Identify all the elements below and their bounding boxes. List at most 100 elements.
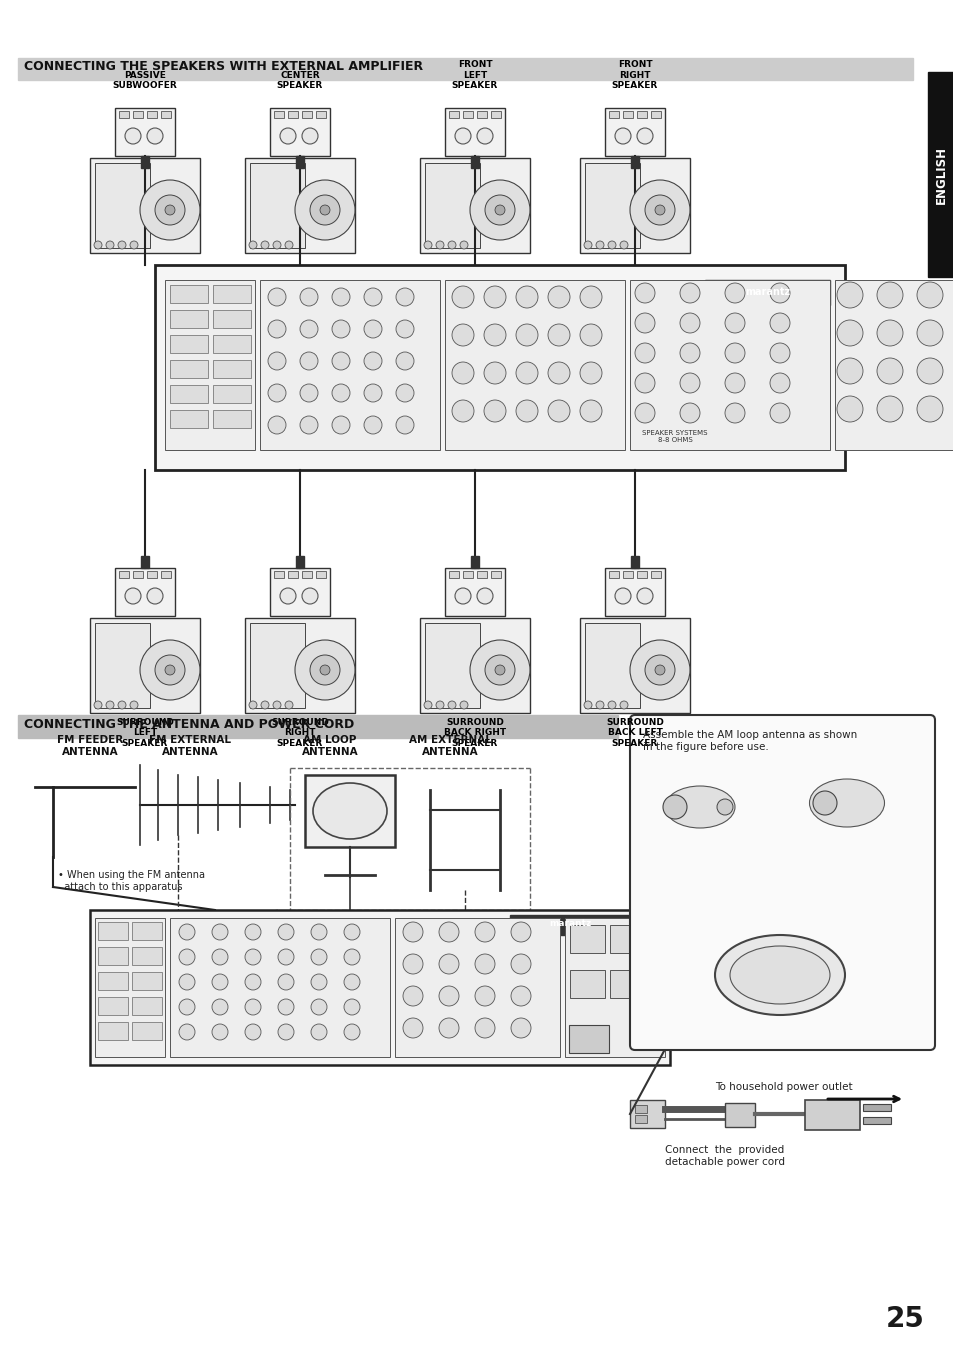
Bar <box>132 1021 162 1040</box>
Circle shape <box>547 324 569 346</box>
Circle shape <box>212 924 228 940</box>
Bar <box>629 1100 664 1128</box>
FancyBboxPatch shape <box>629 715 934 1050</box>
Circle shape <box>475 1019 495 1038</box>
Bar <box>630 557 639 567</box>
Circle shape <box>402 986 422 1006</box>
Ellipse shape <box>313 784 387 839</box>
Text: Connect  the  provided
detachable power cord: Connect the provided detachable power co… <box>664 1146 784 1167</box>
Circle shape <box>459 240 468 249</box>
Circle shape <box>212 998 228 1015</box>
Circle shape <box>876 358 902 384</box>
Circle shape <box>516 362 537 384</box>
Circle shape <box>311 948 327 965</box>
Circle shape <box>118 701 126 709</box>
Circle shape <box>655 665 664 676</box>
Bar <box>635 1115 646 1123</box>
Circle shape <box>277 974 294 990</box>
Text: ENGLISH: ENGLISH <box>934 146 946 204</box>
Circle shape <box>679 403 700 423</box>
Circle shape <box>311 998 327 1015</box>
Circle shape <box>118 240 126 249</box>
Circle shape <box>475 986 495 1006</box>
Circle shape <box>836 320 862 346</box>
Circle shape <box>724 373 744 393</box>
Circle shape <box>212 974 228 990</box>
Circle shape <box>475 954 495 974</box>
Bar <box>213 309 251 328</box>
Ellipse shape <box>664 786 734 828</box>
Bar <box>161 571 171 578</box>
Circle shape <box>495 205 504 215</box>
Text: SURROUND
BACK RIGHT
SPEAKER: SURROUND BACK RIGHT SPEAKER <box>443 717 505 748</box>
Bar <box>579 617 689 713</box>
Circle shape <box>332 288 350 305</box>
Circle shape <box>455 128 471 145</box>
Bar <box>154 265 844 470</box>
Circle shape <box>268 288 286 305</box>
Circle shape <box>364 384 381 403</box>
Circle shape <box>245 998 261 1015</box>
Bar <box>315 571 326 578</box>
Circle shape <box>644 195 675 226</box>
Bar <box>629 280 829 450</box>
Bar <box>650 571 660 578</box>
Bar <box>288 111 297 118</box>
Bar <box>744 1020 814 1028</box>
Circle shape <box>511 954 531 974</box>
Text: SURROUND
RIGHT
SPEAKER: SURROUND RIGHT SPEAKER <box>271 717 329 748</box>
Circle shape <box>635 403 655 423</box>
Circle shape <box>452 400 474 422</box>
Circle shape <box>364 416 381 434</box>
Bar <box>834 280 953 450</box>
Bar <box>568 1025 608 1052</box>
Text: Assemble the AM loop antenna as shown
in the figure before use.: Assemble the AM loop antenna as shown in… <box>642 730 857 751</box>
Circle shape <box>106 240 113 249</box>
Circle shape <box>299 288 317 305</box>
Text: To household power outlet: To household power outlet <box>714 1082 852 1092</box>
Bar <box>444 108 504 155</box>
Circle shape <box>596 240 603 249</box>
Circle shape <box>483 324 505 346</box>
Circle shape <box>438 921 458 942</box>
Circle shape <box>364 353 381 370</box>
Circle shape <box>769 282 789 303</box>
Circle shape <box>125 128 141 145</box>
Bar <box>270 567 330 616</box>
Circle shape <box>916 358 942 384</box>
Bar <box>604 567 664 616</box>
Bar <box>170 359 208 378</box>
Circle shape <box>311 1024 327 1040</box>
Circle shape <box>268 320 286 338</box>
Circle shape <box>916 396 942 422</box>
Circle shape <box>916 320 942 346</box>
Circle shape <box>332 320 350 338</box>
Circle shape <box>319 205 330 215</box>
Bar <box>132 571 143 578</box>
Bar <box>724 1102 754 1127</box>
Circle shape <box>249 701 256 709</box>
Ellipse shape <box>809 780 883 827</box>
Circle shape <box>125 588 141 604</box>
Circle shape <box>273 701 281 709</box>
Bar <box>213 359 251 378</box>
Circle shape <box>130 701 138 709</box>
Circle shape <box>154 655 185 685</box>
Bar <box>115 108 174 155</box>
Bar <box>250 623 305 708</box>
Circle shape <box>154 195 185 226</box>
Bar <box>510 915 629 935</box>
Circle shape <box>579 400 601 422</box>
Circle shape <box>876 282 902 308</box>
Circle shape <box>395 384 414 403</box>
Circle shape <box>319 665 330 676</box>
Circle shape <box>273 240 281 249</box>
Circle shape <box>332 384 350 403</box>
Circle shape <box>619 701 627 709</box>
Circle shape <box>344 998 359 1015</box>
Circle shape <box>344 1024 359 1040</box>
Bar <box>444 567 504 616</box>
Text: FRONT
RIGHT
SPEAKER: FRONT RIGHT SPEAKER <box>611 61 658 91</box>
Circle shape <box>438 986 458 1006</box>
Circle shape <box>402 921 422 942</box>
